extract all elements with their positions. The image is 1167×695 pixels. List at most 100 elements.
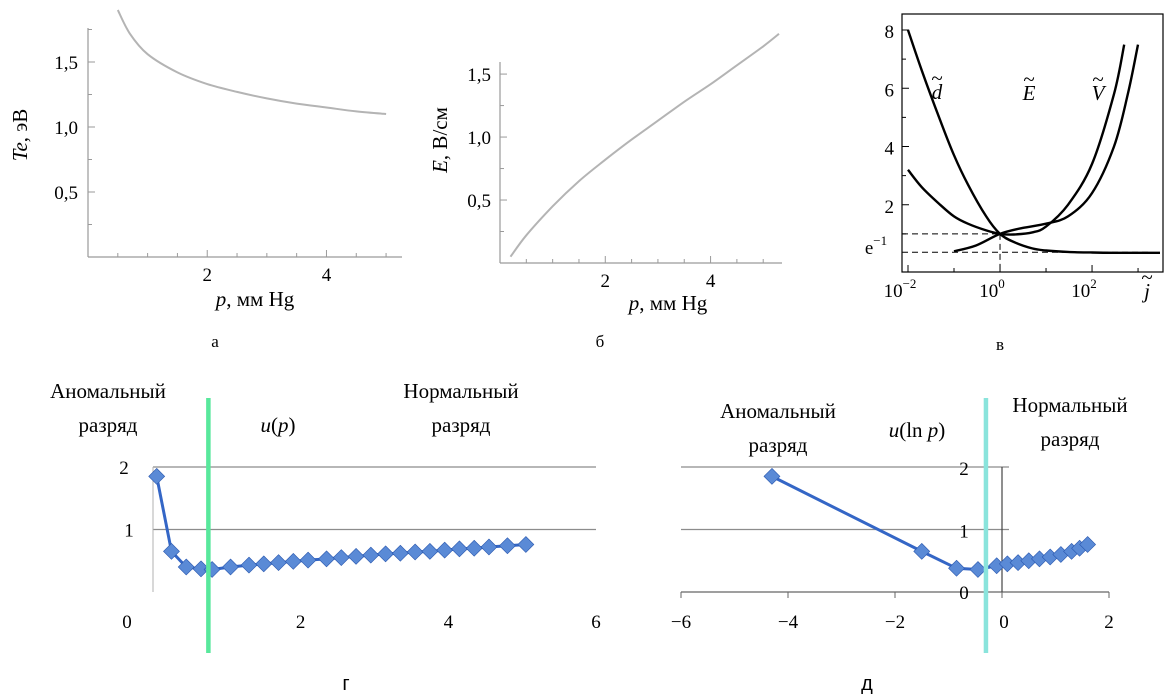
annotation-anomalous-line1: Аномальный <box>720 399 836 423</box>
annotation-normal-line2: разряд <box>432 413 491 437</box>
y-tick-label: 4 <box>885 139 895 160</box>
data-point <box>480 538 498 556</box>
y-axis-title: Te, эВ <box>8 109 32 162</box>
data-point <box>299 551 317 569</box>
x-tick-label: 2 <box>202 265 212 286</box>
data-point <box>270 554 287 572</box>
data-point <box>332 549 350 567</box>
y-tick-label: 2 <box>959 459 969 480</box>
y-tick-label: 0 <box>959 583 969 604</box>
panel-a: 0,5 1,0 1,5 2 4 p, мм Hg Te, эВ а <box>8 9 402 351</box>
y-tick-e-exponent: −1 <box>873 233 887 248</box>
x-tick-base: 10 <box>884 281 903 302</box>
x-axis-title-var: p <box>627 291 640 315</box>
data-point <box>763 467 781 485</box>
data-point <box>318 550 335 568</box>
x-tick-base: 10 <box>1071 281 1090 302</box>
data-point <box>913 542 931 560</box>
annotation-anomalous-line2: разряд <box>749 433 808 457</box>
x-tick-label: 102 <box>1071 276 1097 302</box>
y-tick-label: 1,0 <box>467 128 491 149</box>
x-tick-label: −2 <box>885 612 905 633</box>
y-axis-title: E, В/см <box>428 107 452 174</box>
title-paren: ( <box>271 413 278 437</box>
annotation-anomalous-line1: Аномальный <box>50 379 166 403</box>
curve-label: V <box>1092 81 1107 105</box>
data-point <box>517 536 535 553</box>
y-tick-label-e-inverse: e−1 <box>865 233 887 259</box>
x-tick-label: 100 <box>979 276 1005 302</box>
panel-e: −6 −4 −2 0 2 0 1 2 Аномальный разряд Нормальный раз… <box>671 393 1128 695</box>
x-axis-title: j <box>1141 279 1150 303</box>
data-point <box>969 561 987 578</box>
y-tick-label: 1 <box>959 522 969 543</box>
annotation-normal-line2: разряд <box>1041 427 1100 451</box>
curve-label-accent: ~ <box>931 66 942 90</box>
panel-caption: б <box>596 332 605 351</box>
data-point <box>347 547 365 565</box>
x-axis-title-var: p <box>214 287 227 311</box>
curve-label: E <box>1022 81 1036 105</box>
x-tick-label: 6 <box>591 612 601 633</box>
x-tick-label: 4 <box>706 271 716 292</box>
data-point <box>450 540 468 558</box>
y-tick-label: 1,5 <box>467 65 491 86</box>
title-ln: (ln <box>899 418 928 442</box>
x-tick-label: 0 <box>122 612 132 633</box>
data-point <box>421 542 439 560</box>
y-tick-e-base: e <box>865 238 873 259</box>
curve-label: d <box>932 80 943 104</box>
x-tick-label: 2 <box>601 271 611 292</box>
data-point <box>240 556 258 574</box>
data-point <box>255 555 273 573</box>
x-tick-label: 4 <box>322 265 332 286</box>
chart-title: u(p) <box>261 413 296 437</box>
y-tick-label: 2 <box>885 197 895 218</box>
x-tick-exponent: −2 <box>903 276 917 291</box>
data-point <box>498 537 516 555</box>
panel-caption: а <box>211 332 219 351</box>
y-axis-title-unit: , В/см <box>428 107 452 160</box>
curve-label-accent: ~ <box>1023 67 1034 91</box>
x-tick-exponent: 0 <box>998 276 1005 291</box>
x-axis-title-unit: , мм Hg <box>639 291 707 315</box>
y-tick-label: 1,5 <box>54 53 78 74</box>
title-func: u <box>889 418 900 442</box>
y-tick-label: 0,5 <box>54 183 78 204</box>
data-point <box>148 467 166 485</box>
data-point <box>948 559 965 577</box>
data-point <box>163 542 180 560</box>
data-point <box>465 539 483 557</box>
x-tick-base: 10 <box>979 281 998 302</box>
panel-caption: г <box>342 673 349 695</box>
series-curve-2 <box>953 44 1140 253</box>
x-axis-title-unit: , мм Hg <box>226 287 294 311</box>
y-tick-label: 8 <box>885 22 895 43</box>
x-tick-exponent: 2 <box>1090 276 1097 291</box>
x-tick-label: −4 <box>778 612 799 633</box>
y-tick-label: 1 <box>124 521 134 542</box>
data-point <box>177 558 195 576</box>
x-tick-label: 2 <box>1104 612 1114 633</box>
x-axis-title: p, мм Hg <box>214 287 295 311</box>
series-curve-1 <box>907 44 1126 236</box>
curve-label-accent: ~ <box>1092 67 1103 91</box>
series-curve <box>509 33 780 258</box>
data-point <box>222 558 239 576</box>
x-tick-label: 10−2 <box>884 276 917 302</box>
y-axis-title-unit: , эВ <box>8 109 32 143</box>
data-point <box>284 552 302 570</box>
annotation-normal-line1: Нормальный <box>1012 393 1127 417</box>
panel-b: 0,51,01,52 4p, мм HgE, В/смб <box>428 33 782 351</box>
data-point <box>406 543 424 561</box>
data-point <box>391 544 409 562</box>
plot-frame <box>901 13 1164 273</box>
series-curve <box>116 9 387 115</box>
x-tick-label: 0 <box>999 612 1009 633</box>
y-tick-label: 1,0 <box>54 118 78 139</box>
y-axis-title-var: Te <box>8 142 32 161</box>
title-arg: p <box>926 418 939 442</box>
data-point <box>362 546 380 564</box>
x-axis-title-accent: ~ <box>1141 265 1152 289</box>
